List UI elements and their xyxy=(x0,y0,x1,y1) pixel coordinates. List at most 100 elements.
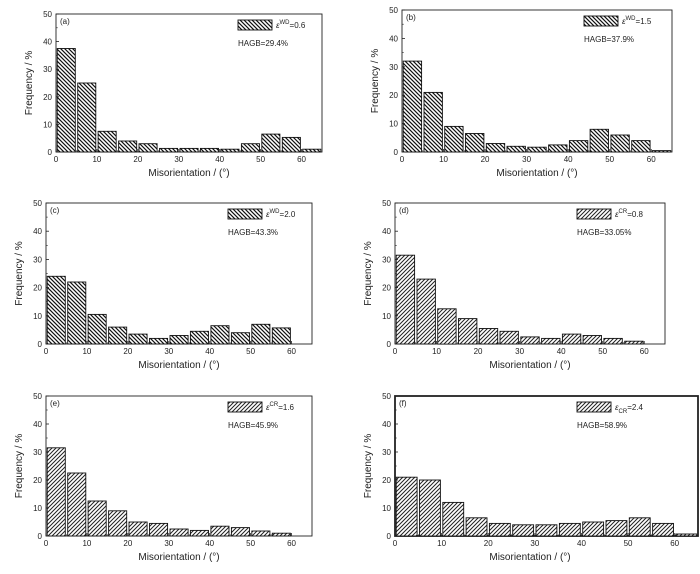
legend-swatch xyxy=(227,208,263,220)
x-axis-title: Misorientation / (°) xyxy=(489,552,570,563)
histogram-bar xyxy=(416,278,436,345)
x-tick-label: 0 xyxy=(44,539,49,548)
histogram-bar xyxy=(568,140,589,153)
histogram-bar xyxy=(535,524,558,537)
histogram-bar xyxy=(87,313,107,345)
x-tick-label: 20 xyxy=(484,539,493,548)
histogram-bar xyxy=(149,522,169,537)
x-tick-label: 10 xyxy=(82,539,91,548)
panel-label: (e) xyxy=(50,399,60,408)
histogram-bar xyxy=(128,521,148,537)
histogram-bar xyxy=(189,330,209,345)
histogram-bar xyxy=(56,48,76,153)
legend-label: εCR=2.4 xyxy=(615,403,644,415)
y-tick-label: 20 xyxy=(33,284,42,293)
x-tick-label: 10 xyxy=(82,347,91,356)
histogram-bar xyxy=(128,333,148,345)
histogram-bar xyxy=(199,147,219,153)
x-tick-label: 50 xyxy=(246,347,255,356)
y-tick-label: 30 xyxy=(33,255,42,264)
histogram-bar xyxy=(582,521,605,537)
y-tick-label: 20 xyxy=(33,476,42,485)
y-axis-title: Frequency / % xyxy=(363,434,374,499)
x-tick-label: 30 xyxy=(174,155,183,164)
histogram-bar xyxy=(179,147,199,153)
histogram-bar xyxy=(548,144,568,153)
x-tick-label: 50 xyxy=(246,539,255,548)
y-axis-title: Frequency / % xyxy=(14,241,25,306)
histogram-bar xyxy=(97,130,117,153)
x-tick-label: 60 xyxy=(640,347,649,356)
x-tick-label: 50 xyxy=(256,155,265,164)
histogram-bar xyxy=(437,308,457,345)
y-tick-label: 10 xyxy=(382,312,391,321)
histogram-bar xyxy=(541,337,561,345)
x-tick-label: 30 xyxy=(164,347,173,356)
histogram-bar xyxy=(108,326,128,345)
histogram-bar xyxy=(506,145,526,153)
y-axis-title: Frequency / % xyxy=(363,241,374,306)
y-tick-label: 0 xyxy=(48,148,53,157)
histogram-bar xyxy=(589,128,609,153)
histogram-bar xyxy=(605,520,628,537)
histogram-bar xyxy=(189,529,209,537)
y-axis-title: Frequency / % xyxy=(14,434,25,499)
histogram-bar xyxy=(478,328,499,345)
y-tick-label: 50 xyxy=(43,10,52,19)
histogram-bar xyxy=(520,336,540,345)
y-tick-label: 40 xyxy=(382,227,391,236)
histogram-bar xyxy=(67,472,87,537)
y-tick-label: 10 xyxy=(389,120,398,129)
histogram-panel-3: 0 10 20 30 40 50 60 0 10 20 30 40 50 Misorientation /… xyxy=(14,199,313,371)
x-tick-label: 10 xyxy=(92,155,101,164)
x-tick-label: 10 xyxy=(439,155,448,164)
histogram-bar xyxy=(442,501,465,537)
y-tick-label: 30 xyxy=(382,448,391,457)
legend-label: εCR=0.8 xyxy=(615,209,644,219)
y-tick-label: 50 xyxy=(382,199,391,208)
x-axis-title: Misorientation / (°) xyxy=(489,360,570,371)
x-tick-label: 40 xyxy=(577,539,586,548)
y-tick-label: 30 xyxy=(389,63,398,72)
y-tick-label: 0 xyxy=(394,148,399,157)
histogram-panel-4: 0 10 20 30 40 50 60 0 10 20 30 40 50 Misorientation /… xyxy=(363,199,666,371)
x-axis-title: Misorientation / (°) xyxy=(138,552,219,563)
histogram-bar xyxy=(240,143,260,153)
x-tick-label: 40 xyxy=(205,347,214,356)
histogram-bar xyxy=(610,134,630,153)
histogram-bar xyxy=(419,479,441,537)
x-tick-label: 30 xyxy=(530,539,539,548)
histogram-bar xyxy=(652,522,674,537)
y-tick-label: 50 xyxy=(33,392,42,401)
y-tick-label: 20 xyxy=(382,284,391,293)
histogram-bar xyxy=(527,146,547,153)
y-tick-label: 40 xyxy=(33,227,42,236)
histogram-bar xyxy=(423,91,443,153)
x-tick-label: 40 xyxy=(557,347,566,356)
histogram-bar xyxy=(402,60,423,153)
y-tick-label: 40 xyxy=(33,420,42,429)
histogram-bar xyxy=(628,517,651,537)
y-tick-label: 40 xyxy=(43,38,52,47)
histogram-bar xyxy=(210,325,230,345)
legend-label: εCR=1.6 xyxy=(266,402,295,412)
histogram-bar xyxy=(624,340,644,345)
x-tick-label: 40 xyxy=(564,155,573,164)
histogram-panel-1: 0 10 20 30 40 50 60 0 10 20 30 40 50 Misorientation /… xyxy=(24,10,323,179)
panel-label: (a) xyxy=(60,17,70,26)
histogram-bar xyxy=(138,143,158,153)
x-tick-label: 50 xyxy=(598,347,607,356)
x-tick-label: 40 xyxy=(215,155,224,164)
y-tick-label: 30 xyxy=(33,448,42,457)
histogram-bar xyxy=(87,500,107,537)
y-tick-label: 20 xyxy=(389,91,398,100)
legend-label: εWD=2.0 xyxy=(266,209,296,219)
y-axis-title: Frequency / % xyxy=(24,51,35,116)
y-tick-label: 10 xyxy=(33,504,42,513)
histogram-bar xyxy=(465,133,485,153)
x-tick-label: 10 xyxy=(437,539,446,548)
histogram-bar xyxy=(118,140,138,153)
x-tick-label: 30 xyxy=(164,539,173,548)
histogram-bar xyxy=(230,332,250,345)
histogram-bar xyxy=(169,335,189,345)
